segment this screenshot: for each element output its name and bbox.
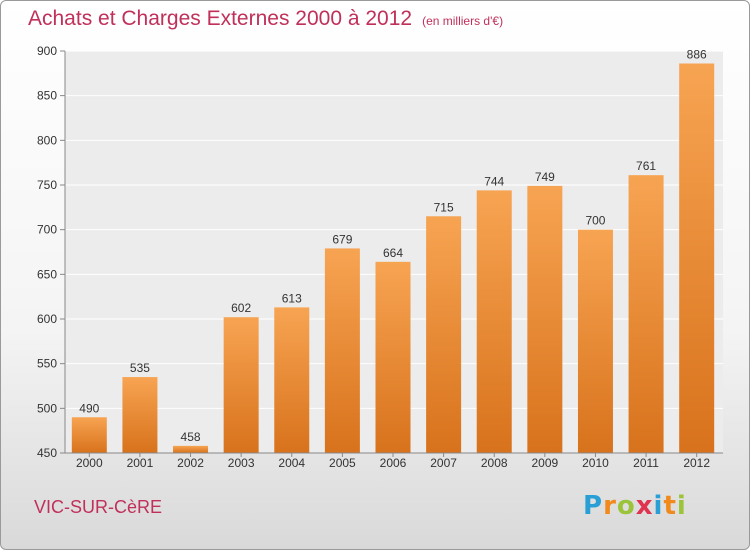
y-tick-label: 500 xyxy=(37,401,57,415)
x-tick-label: 2009 xyxy=(531,456,558,470)
chart-title-text: Achats et Charges Externes 2000 à 2012 xyxy=(28,7,413,30)
y-tick-label: 850 xyxy=(37,89,57,103)
chart-subtitle: (en milliers d'€) xyxy=(422,14,504,28)
bar xyxy=(679,63,715,454)
y-tick-label: 700 xyxy=(37,223,57,237)
bar xyxy=(527,185,563,454)
bar xyxy=(71,417,107,453)
x-tick-label: 2011 xyxy=(633,456,659,470)
logo-letter: i xyxy=(676,491,687,521)
y-tick-label: 900 xyxy=(37,44,57,58)
x-tick-label: 2010 xyxy=(582,456,609,470)
bar-value-label: 761 xyxy=(636,159,656,173)
bar xyxy=(426,216,462,453)
bar-value-label: 715 xyxy=(434,200,454,214)
bar-value-label: 535 xyxy=(130,361,150,375)
bar-value-label: 613 xyxy=(282,291,302,305)
logo-letter: r xyxy=(603,491,617,521)
bar-value-label: 886 xyxy=(687,48,707,62)
logo-letter: x xyxy=(635,491,654,521)
x-tick-label: 2004 xyxy=(278,456,305,470)
y-tick-label: 650 xyxy=(37,267,57,281)
bar-value-label: 700 xyxy=(585,214,605,228)
bar xyxy=(476,190,512,454)
bar-value-label: 664 xyxy=(383,246,403,260)
x-tick-label: 2012 xyxy=(683,456,710,470)
chart-title: Achats et Charges Externes 2000 à 2012 (e… xyxy=(28,7,503,31)
bar-value-label: 458 xyxy=(181,430,201,444)
logo-letter: o xyxy=(616,491,636,521)
y-tick-label: 800 xyxy=(37,133,57,147)
bar-value-label: 744 xyxy=(484,174,504,188)
x-tick-label: 2003 xyxy=(228,456,255,470)
x-tick-label: 2008 xyxy=(481,456,508,470)
x-tick-label: 2005 xyxy=(329,456,356,470)
y-tick-label: 750 xyxy=(37,178,57,192)
bar xyxy=(274,307,310,453)
logo-letter: P xyxy=(583,491,604,521)
commune-name: VIC-SUR-CèRE xyxy=(34,497,163,517)
y-tick-label: 550 xyxy=(37,357,57,371)
bar xyxy=(628,175,664,453)
bar xyxy=(375,261,411,453)
logo-letter: t xyxy=(663,491,677,521)
bar-value-label: 749 xyxy=(535,170,555,184)
bar xyxy=(122,377,158,453)
x-tick-label: 2007 xyxy=(430,456,457,470)
bar-value-label: 602 xyxy=(231,301,251,315)
proxiti-logo: Proxiti xyxy=(583,491,687,521)
bar xyxy=(324,248,360,453)
logo-letter: i xyxy=(653,491,664,521)
x-tick-label: 2006 xyxy=(380,456,407,470)
x-tick-label: 2000 xyxy=(76,456,103,470)
x-tick-label: 2001 xyxy=(127,456,154,470)
bar xyxy=(173,445,209,453)
x-tick-label: 2002 xyxy=(177,456,204,470)
bar-value-label: 490 xyxy=(79,401,99,415)
bar xyxy=(577,229,613,453)
bar-value-label: 679 xyxy=(332,232,352,246)
y-tick-label: 450 xyxy=(37,446,57,460)
y-tick-label: 600 xyxy=(37,312,57,326)
bar xyxy=(223,317,259,453)
